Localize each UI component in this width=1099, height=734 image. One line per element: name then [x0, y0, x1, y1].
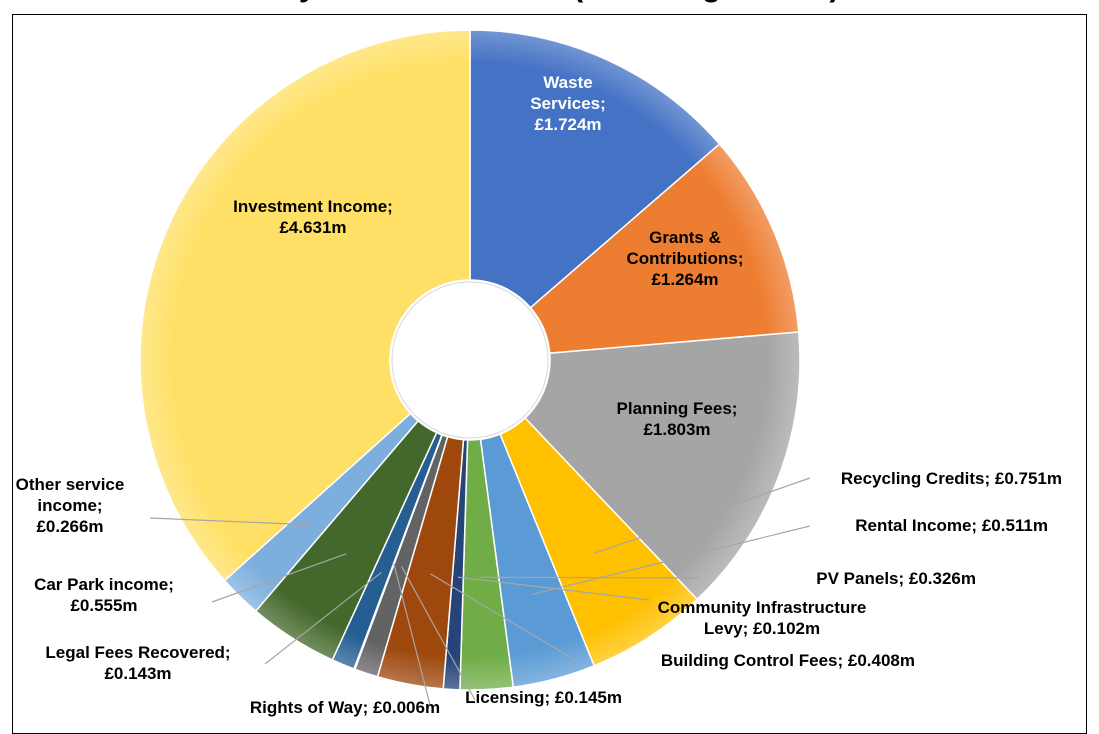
leader-line [480, 576, 701, 579]
data-label: Investment Income; £4.631m [233, 197, 393, 237]
data-label-line: Legal Fees Recovered; [45, 643, 230, 662]
chart-title: Key Income Streams (Including Grants) [0, 0, 1099, 8]
slice-waste-services [469, 29, 721, 309]
leader-line [211, 553, 347, 603]
data-label-line: £0.143m [104, 664, 171, 683]
doughnut-hole [391, 281, 549, 439]
data-label-line: Building Control Fees; £0.408m [661, 651, 915, 670]
leader-line [264, 571, 382, 665]
slice-planning-fees [524, 331, 801, 601]
data-label-line: Grants & [649, 228, 721, 247]
data-label: Planning Fees; £1.803m [617, 399, 738, 439]
data-label-line: Licensing; £0.145m [465, 688, 622, 707]
data-label-line: Waste [543, 73, 592, 92]
data-label-line: Other service [16, 475, 125, 494]
slice-grants-contributions [529, 142, 800, 355]
data-label-line: £4.631m [279, 218, 346, 237]
data-label-line: Contributions; [626, 249, 743, 268]
data-label-line: Services; [530, 94, 606, 113]
data-label-line: £0.555m [70, 596, 137, 615]
data-label: Licensing; £0.145m [465, 688, 622, 707]
data-label: Building Control Fees; £0.408m [661, 651, 915, 670]
data-label: Other service income; £0.266m [16, 475, 125, 536]
data-label: Car Park income; £0.555m [34, 575, 174, 615]
leader-line [149, 517, 310, 526]
data-label: Grants & Contributions; £1.264m [626, 228, 743, 289]
data-label: Rental Income; £0.511m [855, 516, 1048, 535]
data-label: PV Panels; £0.326m [816, 569, 976, 588]
data-label: Recycling Credits; £0.751m [841, 469, 1062, 488]
data-label-line: Rental Income; £0.511m [855, 516, 1048, 535]
data-label-line: Investment Income; [233, 197, 393, 216]
data-label-line: £1.264m [651, 270, 718, 289]
data-labels: Waste Services; £1.724m Grants & Contributio… [16, 73, 1062, 717]
data-label-line: £0.266m [36, 517, 103, 536]
data-label: Waste Services; £1.724m [530, 73, 606, 134]
data-label: Rights of Way; £0.006m [250, 698, 440, 717]
leader-line [594, 477, 811, 554]
data-label: Legal Fees Recovered; £0.143m [45, 643, 230, 683]
leader-line [401, 566, 476, 701]
leader-line [457, 576, 651, 601]
data-label-line: Community Infrastructure [658, 598, 867, 617]
leader-line [531, 525, 811, 596]
leader-line [430, 573, 576, 661]
data-label-line: Rights of Way; £0.006m [250, 698, 440, 717]
data-label-line: £1.803m [643, 420, 710, 439]
data-label-line: £1.724m [534, 115, 601, 134]
data-label-line: Levy; £0.102m [704, 619, 820, 638]
data-label-line: PV Panels; £0.326m [816, 569, 976, 588]
data-label-line: Recycling Credits; £0.751m [841, 469, 1062, 488]
data-label-line: Car Park income; [34, 575, 174, 594]
slice-investment-income [139, 29, 471, 582]
data-label-line: Planning Fees; [617, 399, 738, 418]
data-label: Community Infrastructure Levy; £0.102m [658, 598, 867, 638]
leader-line [393, 563, 431, 706]
data-label-line: income; [37, 496, 102, 515]
